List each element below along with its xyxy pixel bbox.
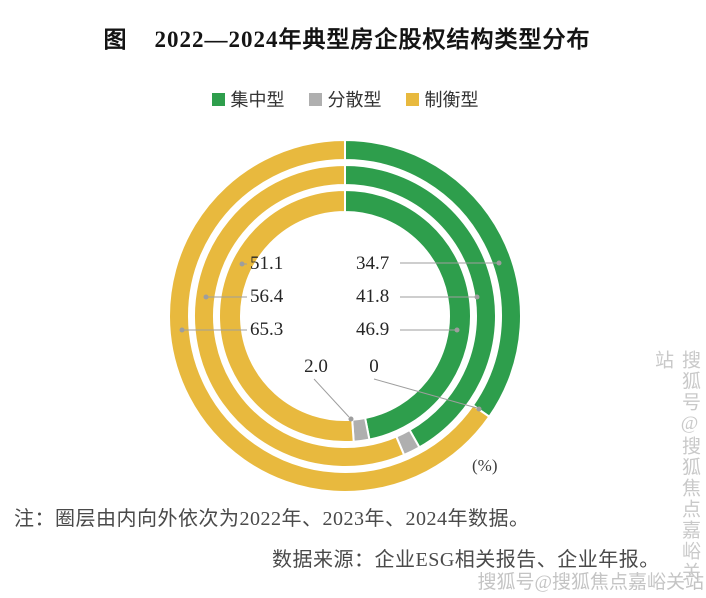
value-2022-dispersed: 2.0 [304, 356, 328, 377]
value-2024-balanced: 65.3 [250, 319, 284, 340]
value-2023-concentrated: 41.8 [356, 286, 390, 307]
legend-swatch [308, 92, 322, 106]
value-2022-balanced: 51.1 [250, 253, 284, 274]
leader-dots [179, 260, 502, 422]
legend-item-制衡型: 制衡型 [405, 86, 479, 112]
legend-item-分散型: 分散型 [308, 86, 382, 112]
legend-label: 集中型 [230, 90, 285, 110]
chart-title-prefix: 图 [103, 27, 128, 52]
legend: 集中型 分散型 制衡型 [0, 86, 690, 112]
chart-title-text: 2022—2024年典型房企股权结构类型分布 [154, 27, 591, 52]
note-text: 注：圈层由内向外依次为2022年、2023年、2024年数据。 [14, 508, 530, 530]
watermark-horizontal: 搜狐号@搜狐焦点嘉峪关站 [477, 572, 705, 593]
value-2024-dispersed: 0 [369, 356, 379, 377]
donut-rings [168, 138, 522, 493]
legend-label: 分散型 [327, 90, 382, 110]
legend-item-集中型: 集中型 [211, 86, 285, 112]
unit-label: (%) [472, 456, 498, 475]
legend-label: 制衡型 [424, 90, 479, 110]
watermark-vertical: 搜狐号@搜狐焦点嘉峪关站 [652, 350, 700, 583]
value-2024-concentrated: 34.7 [356, 253, 390, 274]
chart-title: 图 2022—2024年典型房企股权结构类型分布 [0, 20, 694, 54]
segment-2022年-制衡型 [218, 188, 355, 443]
value-2022-concentrated: 46.9 [356, 319, 390, 340]
source-text: 数据来源：企业ESG相关报告、企业年报。 [272, 549, 660, 571]
segment-2023年-制衡型 [193, 163, 406, 468]
segment-2024年-制衡型 [168, 138, 491, 493]
leader-lines [184, 262, 497, 418]
value-2023-balanced: 56.4 [250, 286, 284, 307]
legend-swatch [211, 92, 225, 106]
segment-2022年-分散型 [351, 416, 371, 443]
legend-swatch [405, 92, 419, 106]
